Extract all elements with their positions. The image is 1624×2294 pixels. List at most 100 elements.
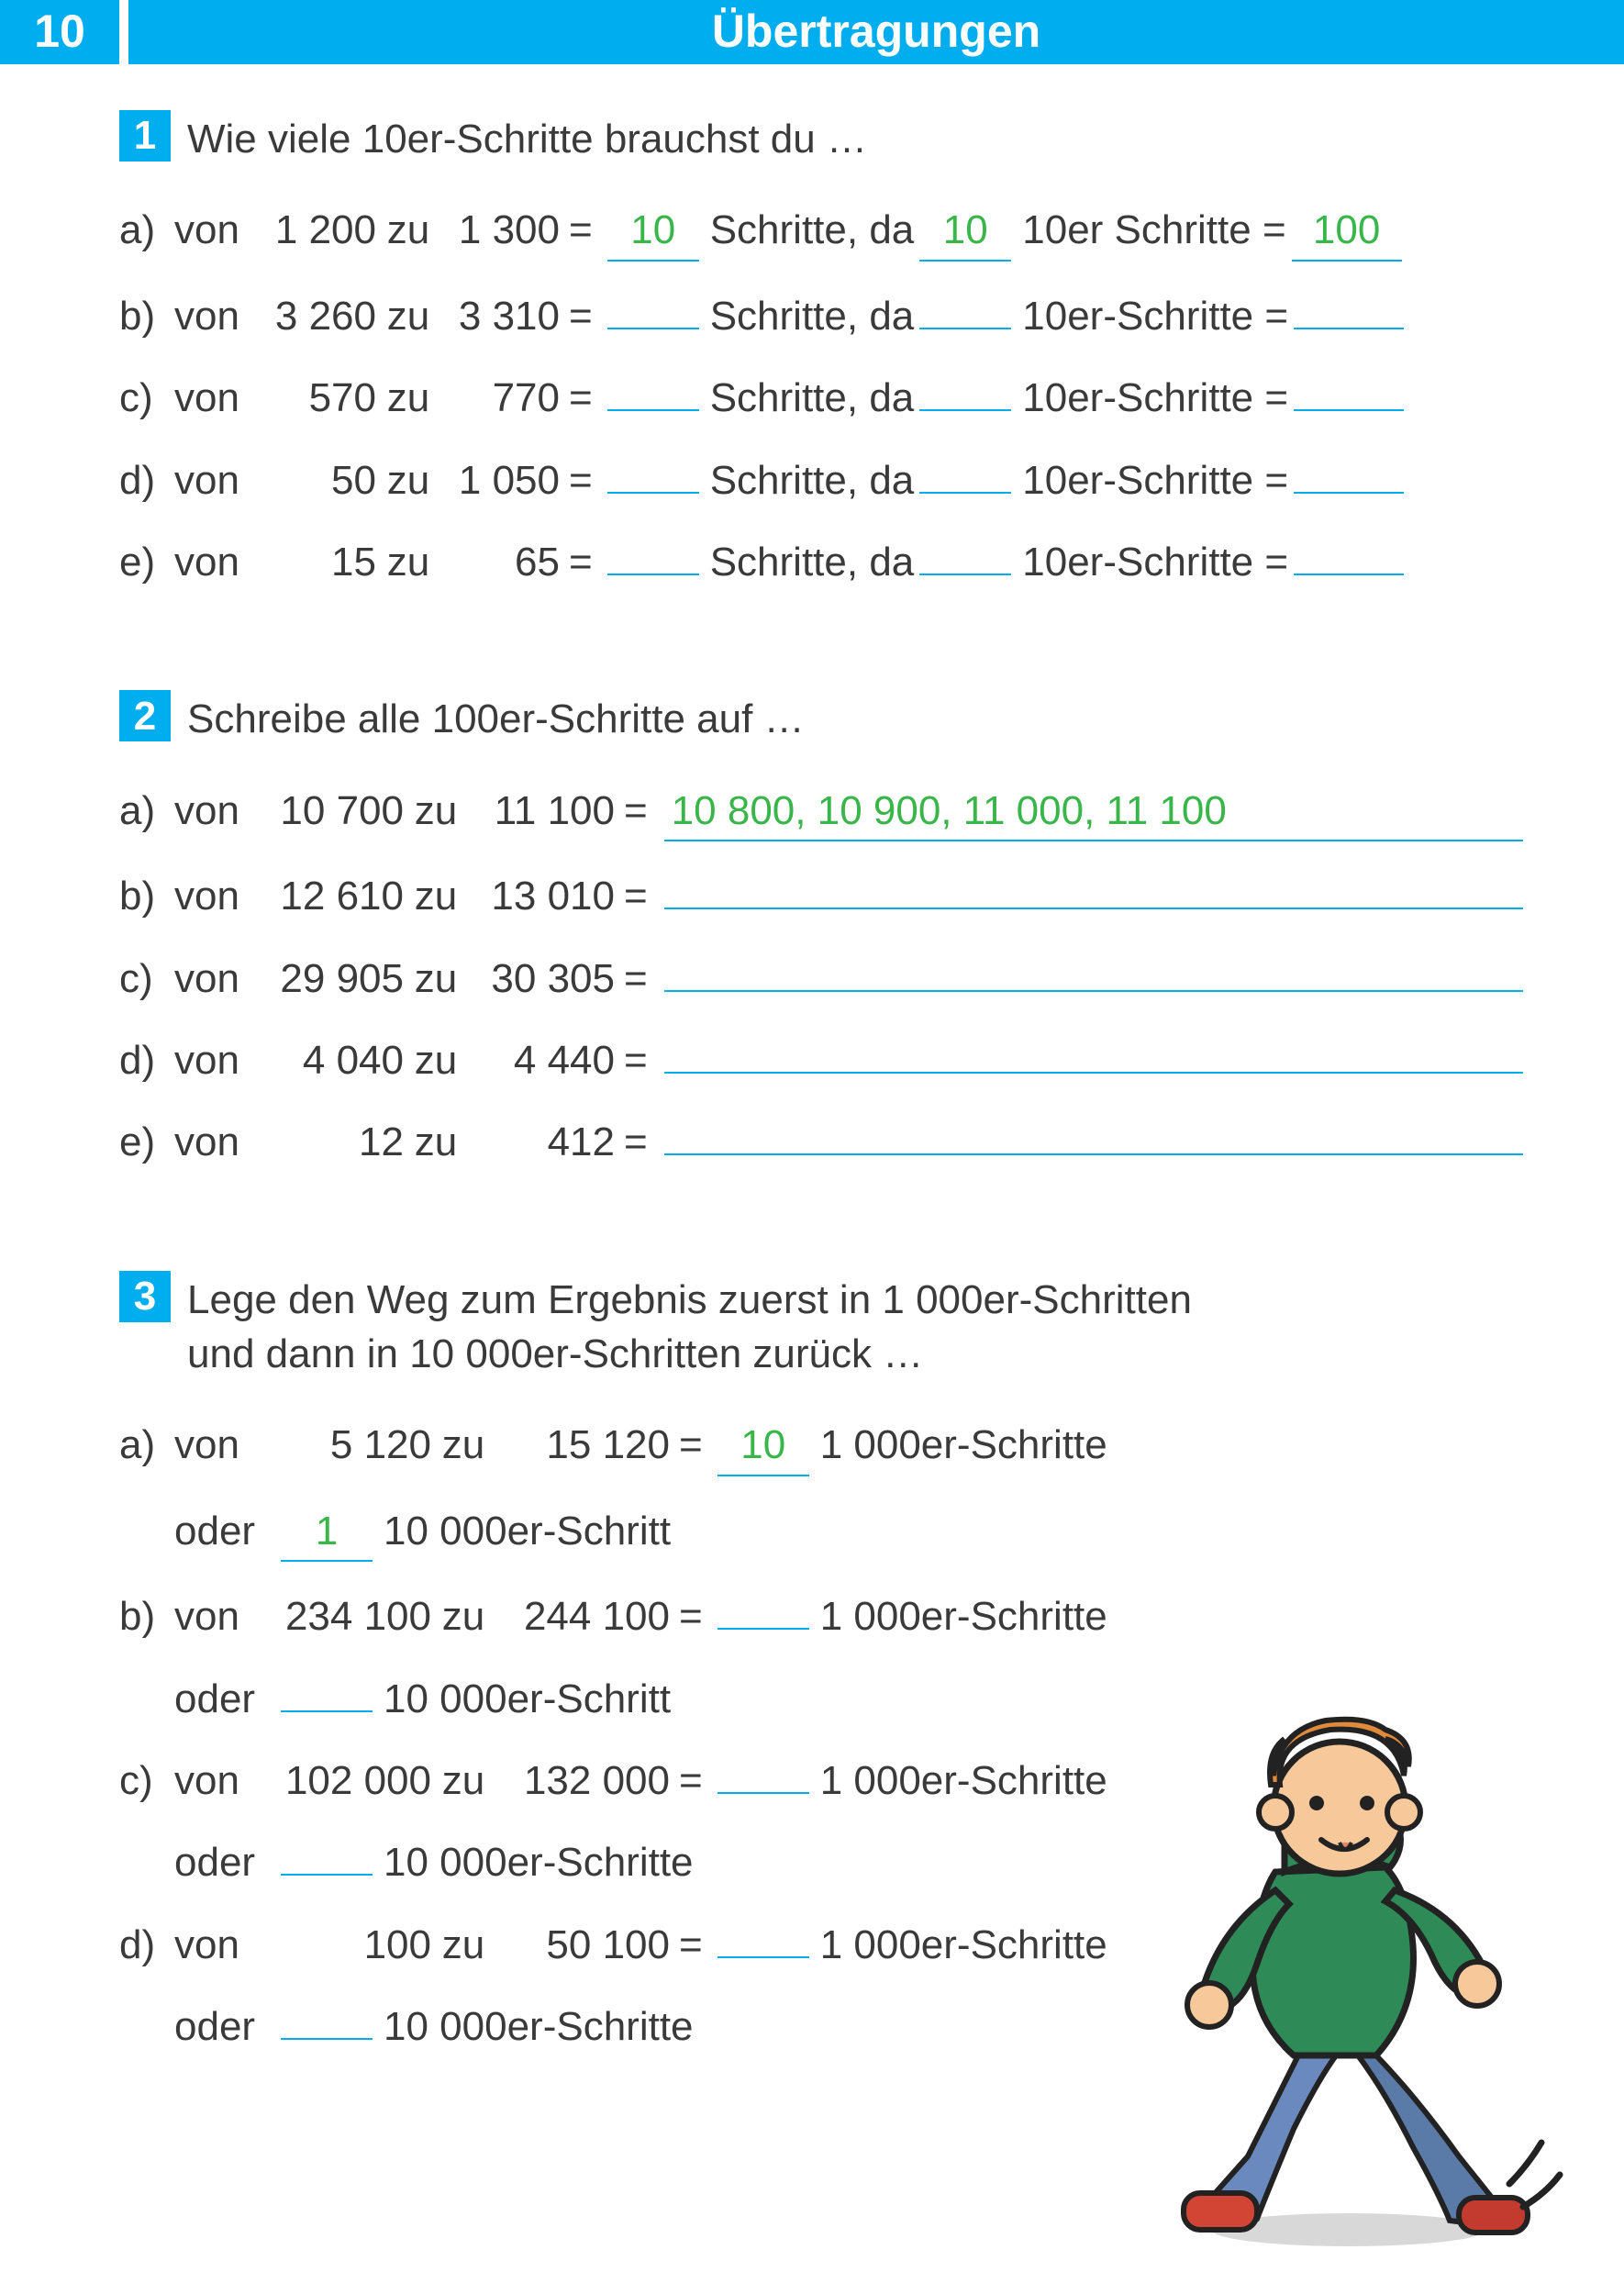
- answer-blank-3: [1294, 572, 1404, 575]
- from-value: 12 610: [257, 869, 404, 923]
- von-label: von: [174, 289, 257, 343]
- exercise-prompt-1: Wie viele 10er-Schritte brauchst du …: [187, 110, 867, 166]
- mid-text: Schritte, da: [710, 371, 915, 425]
- answer-blank-2: [919, 490, 1011, 494]
- equals: =: [560, 203, 602, 257]
- to-value: 770: [440, 371, 560, 425]
- von-label: von: [174, 1918, 257, 1972]
- equals: =: [615, 784, 657, 838]
- row-label: e): [119, 1115, 174, 1169]
- equals: =: [670, 1754, 712, 1808]
- equals: =: [615, 869, 657, 923]
- exercise-prompt-3: Lege den Weg zum Ergebnis zuerst in 1 00…: [187, 1271, 1192, 1382]
- zu-label: zu: [376, 535, 440, 589]
- after-text-2: 10er-Schritte =: [1022, 289, 1288, 343]
- row-label: e): [119, 535, 174, 589]
- zu-label: zu: [431, 1589, 495, 1643]
- q3-row-line1: b)von234 100zu244 100= 1 000er-Schritte: [119, 1589, 1523, 1643]
- from-value: 15: [257, 535, 376, 589]
- q1-row: e)von15zu65= Schritte, da 10er-Schritte …: [119, 535, 1523, 589]
- answer-blank-long: [664, 1152, 1523, 1155]
- row-label: a): [119, 203, 174, 257]
- answer-blank-2: [919, 572, 1011, 575]
- after-text-2: 10 000er-Schritte: [384, 1835, 694, 1889]
- answer-blank-1: 10: [607, 203, 699, 261]
- oder-label: oder: [174, 1835, 275, 1889]
- von-label: von: [174, 952, 257, 1006]
- to-value: 132 000: [495, 1754, 670, 1808]
- equals: =: [615, 1033, 657, 1087]
- answer-blank-1: 10: [717, 1418, 809, 1476]
- row-label: d): [119, 453, 174, 507]
- zu-label: zu: [404, 1115, 468, 1169]
- von-label: von: [174, 784, 257, 838]
- row-label: c): [119, 371, 174, 425]
- zu-label: zu: [431, 1918, 495, 1972]
- mid-text: Schritte, da: [710, 453, 915, 507]
- mid-text: Schritte, da: [710, 289, 915, 343]
- answer-blank-2: [919, 326, 1011, 329]
- to-value: 15 120: [495, 1418, 670, 1472]
- equals: =: [560, 371, 602, 425]
- exercise-number-3: 3: [119, 1271, 171, 1322]
- answer-blank-long: 10 800, 10 900, 11 000, 11 100: [664, 784, 1523, 841]
- row-label: a): [119, 784, 174, 838]
- answer-blank-1: [717, 1954, 809, 1958]
- mid-text: Schritte, da: [710, 203, 915, 257]
- header-bar: 10 Übertragungen: [0, 0, 1624, 64]
- after-text-2: 10 000er-Schritte: [384, 1999, 694, 2054]
- from-value: 100: [257, 1918, 431, 1972]
- from-value: 234 100: [257, 1589, 431, 1643]
- answer-blank-1: [607, 326, 699, 329]
- von-label: von: [174, 869, 257, 923]
- answer-blank-long: [664, 988, 1523, 992]
- running-boy-illustration: [1092, 1688, 1569, 2257]
- equals: =: [670, 1589, 712, 1643]
- exercise-prompt-2: Schreibe alle 100er-Schritte auf …: [187, 690, 805, 746]
- after-text-2: 10er Schritte =: [1022, 203, 1285, 257]
- answer-blank-2: [281, 2036, 373, 2040]
- equals: =: [615, 1115, 657, 1169]
- equals: =: [615, 952, 657, 1006]
- after-text-2: 10 000er-Schritt: [384, 1672, 671, 1726]
- von-label: von: [174, 1115, 257, 1169]
- row-label: a): [119, 1418, 174, 1472]
- from-value: 5 120: [257, 1418, 431, 1472]
- to-value: 11 100: [468, 784, 615, 838]
- from-value: 570: [257, 371, 376, 425]
- exercise-1: 1 Wie viele 10er-Schritte brauchst du … …: [119, 110, 1523, 589]
- row-label: b): [119, 1589, 174, 1643]
- from-value: 3 260: [257, 289, 376, 343]
- q1-row: c)von570zu770= Schritte, da 10er-Schritt…: [119, 371, 1523, 425]
- to-value: 3 310: [440, 289, 560, 343]
- q3-row-line2: oder1 10 000er-Schritt: [119, 1504, 1523, 1562]
- q2-row: d)von4 040zu4 440=: [119, 1033, 1523, 1087]
- to-value: 13 010: [468, 869, 615, 923]
- von-label: von: [174, 535, 257, 589]
- zu-label: zu: [431, 1418, 495, 1472]
- after-text-1: 1 000er-Schritte: [820, 1918, 1107, 1972]
- exercise-prompt-3-line2: und dann in 10 000er-Schritten zurück …: [187, 1331, 923, 1376]
- answer-blank-1: [607, 407, 699, 411]
- von-label: von: [174, 1418, 257, 1472]
- q1-row: a)von1 200zu1 300=10 Schritte, da10 10er…: [119, 203, 1523, 261]
- row-label: d): [119, 1033, 174, 1087]
- row-label: c): [119, 952, 174, 1006]
- oder-label: oder: [174, 1504, 275, 1558]
- from-value: 1 200: [257, 203, 376, 257]
- q2-row: a)von10 700zu11 100=10 800, 10 900, 11 0…: [119, 784, 1523, 841]
- to-value: 30 305: [468, 952, 615, 1006]
- zu-label: zu: [376, 203, 440, 257]
- exercise-number-2: 2: [119, 690, 171, 741]
- from-value: 29 905: [257, 952, 404, 1006]
- zu-label: zu: [376, 371, 440, 425]
- after-text-1: 1 000er-Schritte: [820, 1418, 1107, 1472]
- to-value: 412: [468, 1115, 615, 1169]
- equals: =: [670, 1418, 712, 1472]
- zu-label: zu: [404, 1033, 468, 1087]
- equals: =: [670, 1918, 712, 1972]
- q1-row: d)von50zu1 050= Schritte, da 10er-Schrit…: [119, 453, 1523, 507]
- oder-label: oder: [174, 1672, 275, 1726]
- answer-blank-2: 1: [281, 1504, 373, 1562]
- page-number: 10: [0, 0, 119, 64]
